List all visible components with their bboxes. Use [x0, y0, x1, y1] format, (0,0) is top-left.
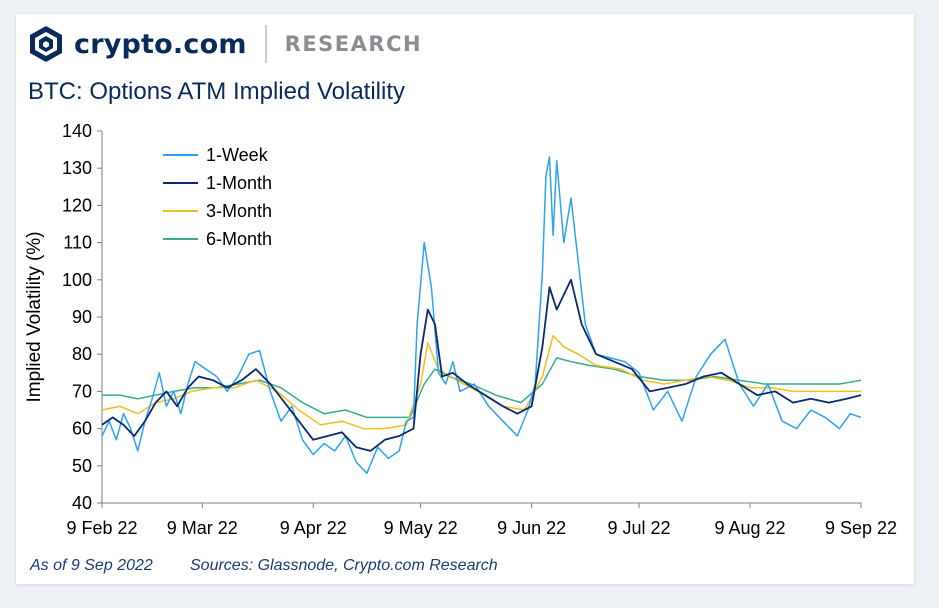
x-tick-label: 9 Jun 22 [497, 518, 566, 538]
legend-label-6-month: 6-Month [206, 229, 272, 249]
x-tick-label: 9 Feb 22 [66, 518, 137, 538]
x-tick-label: 9 Sep 22 [825, 518, 897, 538]
y-tick-label: 100 [62, 270, 92, 290]
y-tick-label: 130 [62, 158, 92, 178]
y-tick-label: 110 [63, 233, 92, 253]
y-tick-label: 120 [62, 195, 92, 215]
x-tick-label: 9 Apr 22 [280, 518, 347, 538]
volatility-line-chart: 40 50 60 70 80 90 100 110 120 130 140 9 Feb 22 9 Mar… [24, 121, 897, 538]
chart-card: crypto.com RESEARCH BTC: Options ATM Imp… [16, 14, 914, 584]
x-tick-label: 9 Aug 22 [714, 518, 785, 538]
y-tick-label: 140 [62, 121, 92, 141]
legend-label-3-month: 3-Month [206, 201, 272, 221]
y-axis-label: Implied Volatility (%) [24, 231, 45, 402]
y-tick-label: 60 [72, 419, 92, 439]
x-tick-label: 9 May 22 [384, 518, 458, 538]
chart-title: BTC: Options ATM Implied Volatility [28, 78, 406, 105]
x-tick-label: 9 Jul 22 [608, 518, 671, 538]
series-line-1-week [101, 156, 862, 474]
y-tick-label: 90 [72, 307, 92, 327]
header-divider [264, 25, 267, 63]
report-header: crypto.com RESEARCH [26, 22, 422, 66]
y-tick-label: 80 [72, 344, 92, 364]
brand-name: crypto.com [74, 28, 247, 60]
series-line-1-month [101, 278, 862, 452]
y-tick-label: 50 [72, 456, 92, 476]
sources-note: Sources: Glassnode, Crypto.com Research [190, 557, 498, 574]
legend-label-1-week: 1-Week [206, 145, 269, 165]
crypto-com-lion-shield-icon [30, 26, 62, 62]
y-tick-label: 40 [72, 493, 92, 513]
y-tick-label: 70 [72, 381, 92, 401]
legend-label-1-month: 1-Month [206, 173, 272, 193]
as-of-note: As of 9 Sep 2022 [30, 557, 153, 574]
x-tick-label: 9 Mar 22 [167, 518, 238, 538]
section-label: RESEARCH [284, 32, 423, 56]
